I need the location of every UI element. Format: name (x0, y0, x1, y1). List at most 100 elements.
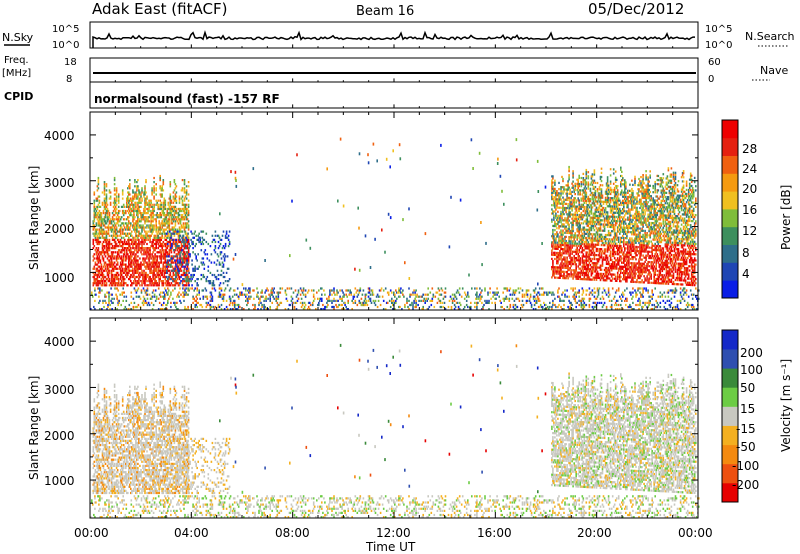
echo-cell (580, 271, 583, 274)
echo-cell (119, 240, 122, 244)
echo-cell (184, 207, 187, 211)
echo-cell (165, 220, 168, 223)
echo-cell (104, 203, 107, 206)
echo-cell (606, 221, 609, 224)
echo-cell (567, 277, 569, 280)
echo-cell (202, 257, 205, 260)
echo-cell (615, 185, 618, 188)
echo-cell (131, 199, 133, 202)
echo-cell (178, 251, 181, 254)
echo-cell (150, 278, 152, 281)
echo-cell (102, 275, 105, 279)
echo-cell (131, 209, 133, 213)
echo-cell (121, 193, 124, 196)
echo-cell (161, 220, 163, 223)
echo-cell (162, 218, 165, 221)
echo-cell (622, 212, 624, 215)
echo-cell (559, 196, 561, 199)
echo-cell (188, 271, 190, 274)
echo-cell (556, 214, 558, 217)
echo-cell (154, 263, 156, 266)
echo-cell (613, 230, 616, 233)
echo-cell (166, 220, 169, 223)
echo-cell (182, 278, 184, 281)
echo-cell (195, 242, 197, 246)
echo-cell (128, 222, 130, 225)
echo-cell (117, 205, 120, 208)
echo-cell (187, 181, 190, 184)
echo-cell (166, 236, 169, 239)
echo-cell (611, 199, 614, 202)
echo-cell (556, 258, 558, 261)
echo-cell (164, 199, 167, 202)
echo-cell (624, 230, 626, 233)
echo-cell (599, 198, 602, 201)
echo-cell (130, 224, 132, 227)
echo-cell (573, 244, 575, 247)
echo-cell (103, 193, 106, 196)
echo-cell (170, 218, 173, 221)
echo-cell (113, 261, 116, 264)
echo-cell (601, 194, 604, 197)
echo-cell (122, 214, 125, 217)
echo-cell (222, 255, 225, 258)
echo-cell (152, 224, 154, 227)
echo-cell (575, 250, 577, 253)
echo-cell (613, 250, 616, 254)
echo-cell (579, 207, 581, 210)
echo-cell (163, 220, 166, 223)
echo-cell (597, 274, 600, 277)
echo-cell (117, 230, 120, 233)
echo-cell (170, 263, 172, 266)
echo-cell (115, 207, 118, 211)
echo-cell (184, 230, 186, 233)
echo-cell (143, 242, 145, 246)
echo-cell (177, 259, 179, 262)
echo-cell (602, 229, 605, 232)
echo-cell (162, 207, 165, 211)
echo-cell (590, 251, 593, 254)
echo-cell (186, 247, 189, 250)
echo-cell (221, 261, 224, 264)
echo-cell (578, 205, 580, 208)
echo-cell (563, 219, 565, 222)
echo-cell (103, 236, 106, 239)
echo-cell (111, 261, 114, 264)
echo-cell (119, 271, 122, 274)
echo-cell (576, 213, 578, 216)
echo-cell (633, 245, 635, 248)
echo-cell (119, 275, 122, 279)
echo-cell (592, 185, 595, 188)
echo-cell (178, 209, 181, 213)
echo-cell (119, 267, 122, 270)
echo-cell (94, 216, 97, 219)
echo-cell (160, 193, 162, 196)
echo-cell (633, 229, 635, 232)
echo-cell (164, 253, 167, 256)
echo-cell (632, 280, 634, 283)
echo-cell (144, 275, 146, 279)
echo-cell (566, 198, 568, 201)
echo-cell (166, 261, 168, 264)
echo-cell (637, 192, 639, 195)
echo-cell (622, 195, 624, 198)
echo-cell (180, 209, 183, 213)
echo-cell (108, 271, 111, 274)
echo-cell (179, 220, 182, 223)
echo-cell (624, 270, 626, 273)
echo-cell (599, 177, 602, 181)
echo-cell (568, 223, 570, 226)
echo-cell (559, 245, 561, 248)
echo-cell (155, 269, 157, 272)
echo-cell (144, 280, 146, 283)
echo-cell (623, 232, 625, 235)
echo-cell (112, 278, 115, 281)
echo-cell (129, 183, 131, 186)
echo-cell (636, 219, 638, 222)
echo-cell (104, 220, 107, 223)
echo-cell (585, 220, 588, 223)
echo-cell (224, 242, 227, 246)
echo-cell (562, 250, 564, 253)
echo-cell (130, 234, 132, 237)
echo-cell (561, 270, 563, 273)
